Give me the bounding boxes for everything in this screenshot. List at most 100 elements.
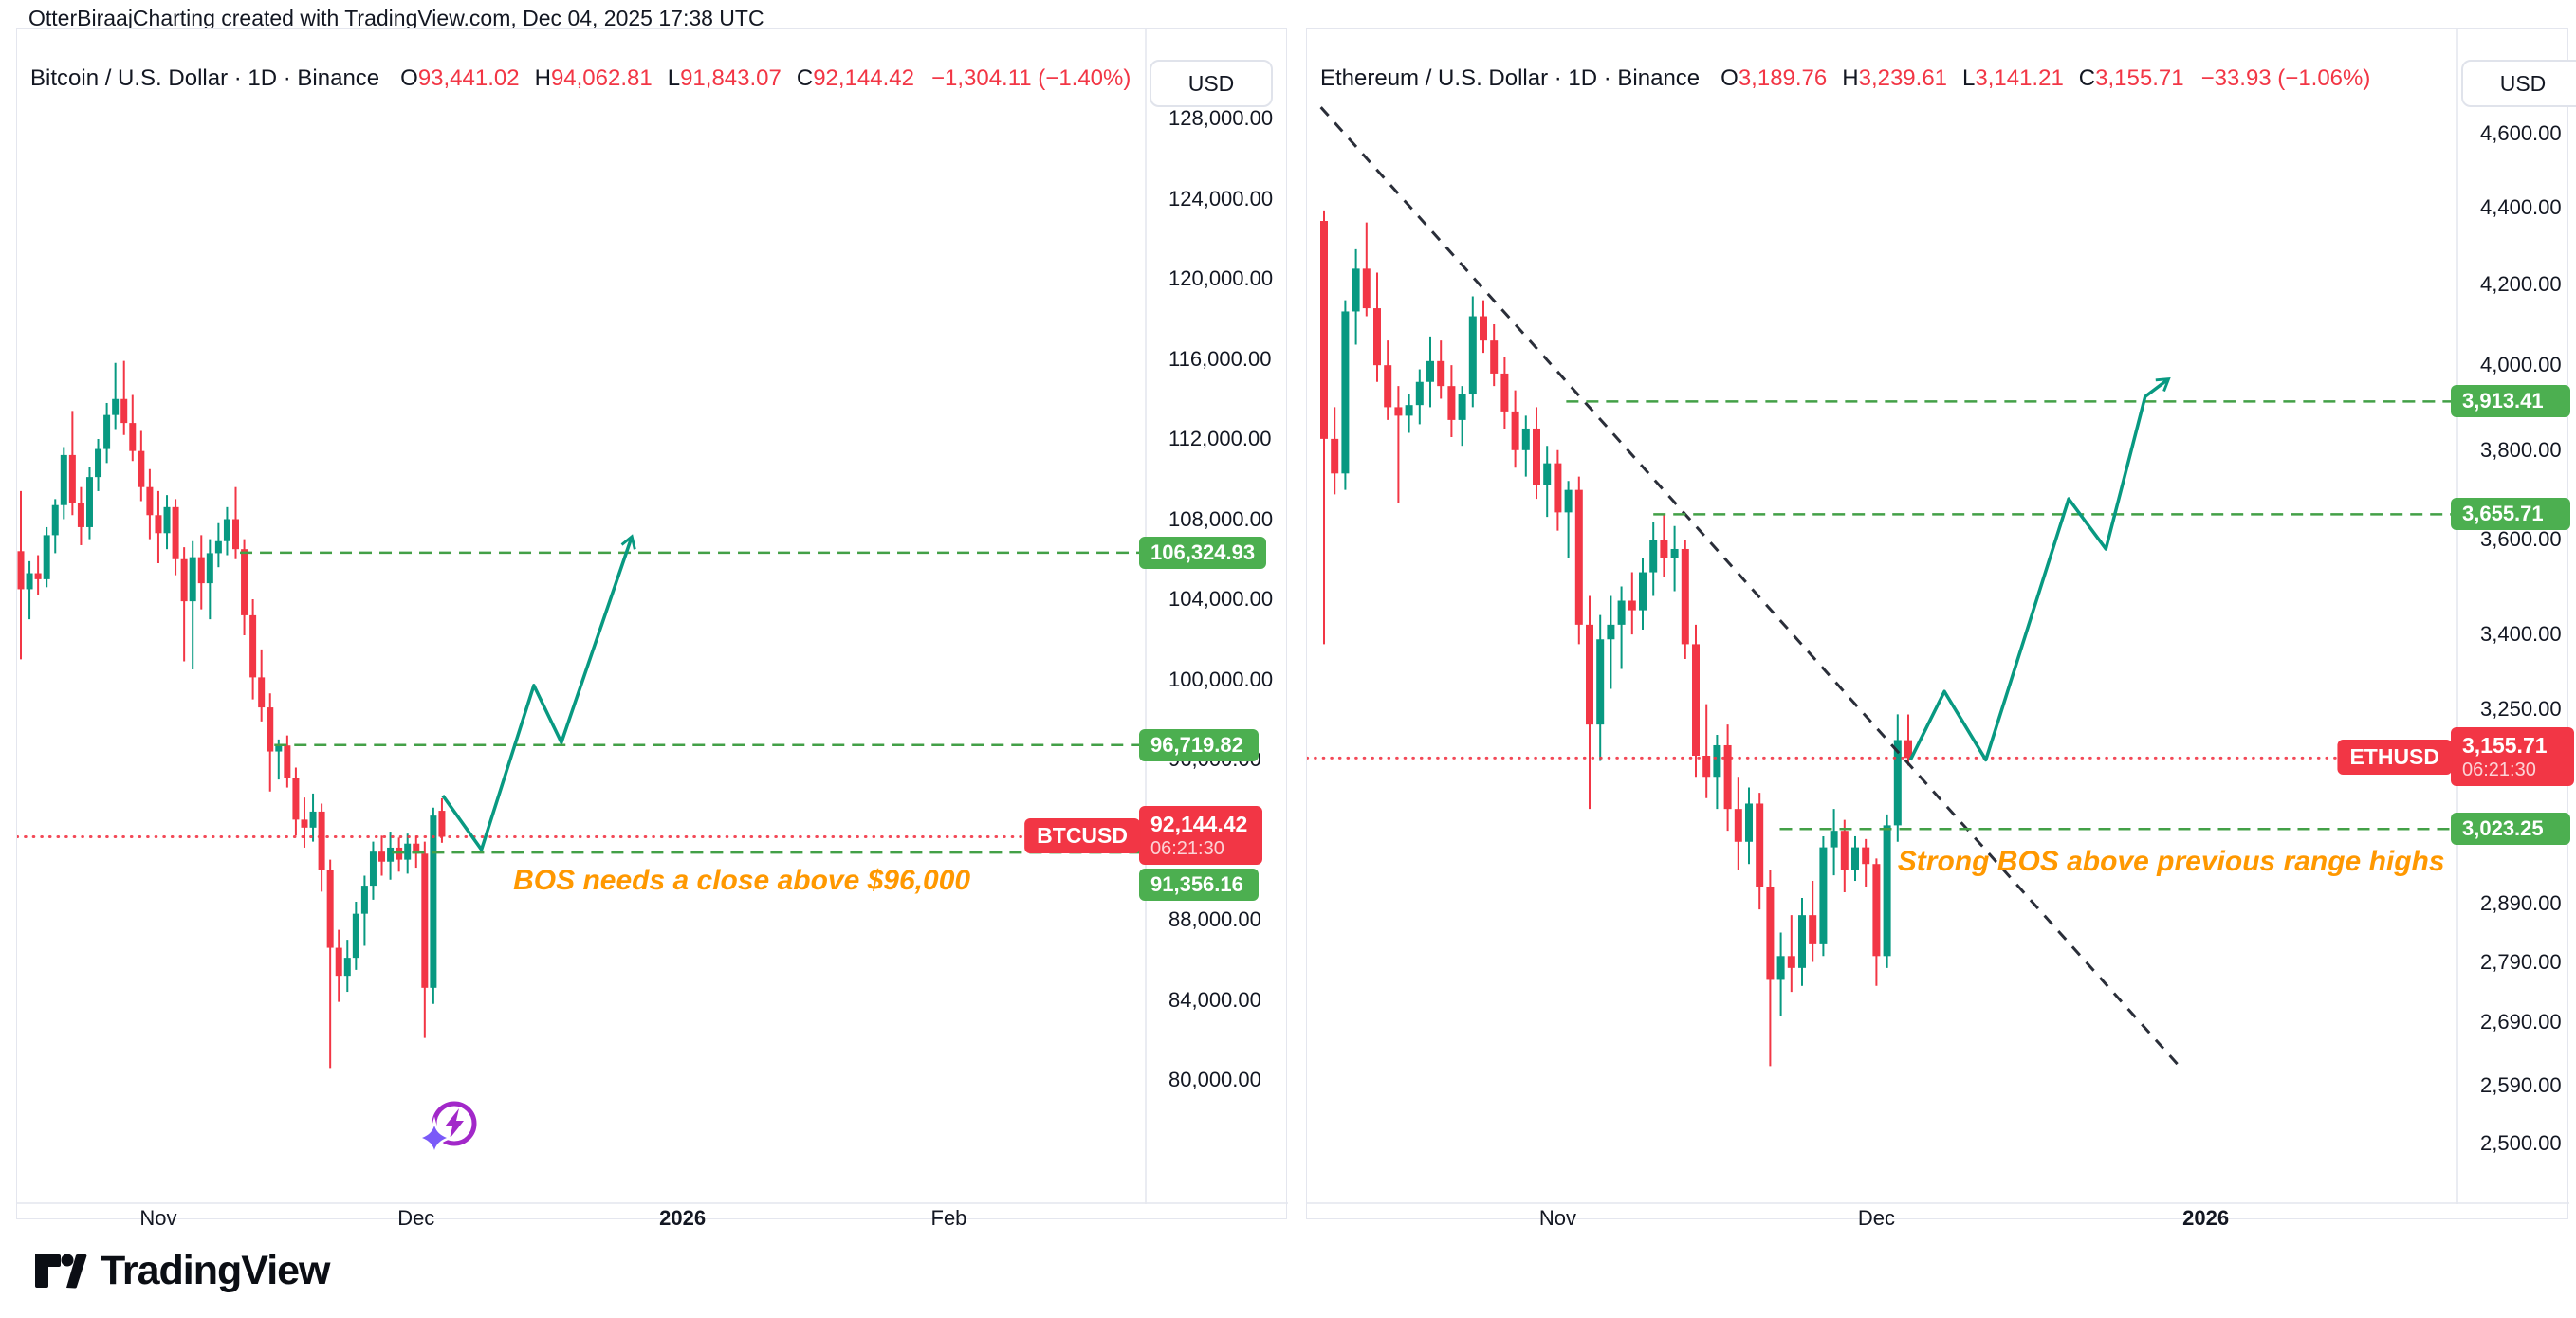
candle-body xyxy=(146,486,154,516)
candle-body xyxy=(1787,956,1795,968)
time-axis-label: 2026 xyxy=(2182,1206,2230,1230)
time-axis-label: Nov xyxy=(1538,1206,1576,1230)
ohlc-low-value: 3,141.21 xyxy=(1975,65,2064,91)
price-tick-label: 2,890.00 xyxy=(2480,891,2562,916)
candle-body xyxy=(249,614,257,678)
ohlc-low-value: 91,843.07 xyxy=(680,65,782,91)
candle-body xyxy=(1840,831,1849,870)
projected-path-drawing[interactable] xyxy=(441,534,636,851)
candle-body xyxy=(1596,639,1605,725)
candle-body xyxy=(103,414,111,449)
candle-body xyxy=(223,519,230,541)
candle-body xyxy=(1415,381,1424,406)
candle-body xyxy=(387,847,395,862)
symbol-price-flag: ETHUSD xyxy=(2337,740,2452,776)
price-tick-label: 84,000.00 xyxy=(1168,987,1261,1012)
candle-body xyxy=(1362,268,1371,309)
candle-body xyxy=(1320,221,1328,439)
candle-body xyxy=(34,573,42,579)
candle-body xyxy=(1776,956,1785,980)
candle-body xyxy=(1628,600,1636,611)
candle-body xyxy=(1490,340,1499,374)
spark-boost-icon[interactable] xyxy=(414,1094,483,1159)
candle-body xyxy=(1384,365,1392,408)
price-tick-label: 3,600.00 xyxy=(2480,527,2562,552)
candle-body xyxy=(1830,831,1838,848)
candle-body xyxy=(172,506,179,559)
candle-body xyxy=(26,573,33,590)
candle-body xyxy=(275,745,283,752)
candle-body xyxy=(1872,864,1881,957)
candle-body xyxy=(1426,360,1434,382)
candle-body xyxy=(1639,572,1647,611)
price-tick-label: 3,250.00 xyxy=(2480,696,2562,721)
candle-body xyxy=(421,853,429,988)
candle-body xyxy=(335,947,342,977)
projected-path-drawing[interactable] xyxy=(1908,377,2171,762)
last-price-label: 92,144.42 06:21:30 xyxy=(1139,806,1262,866)
price-tick-label: 3,400.00 xyxy=(2480,622,2562,647)
candle-body xyxy=(17,551,25,590)
candle-body xyxy=(1341,311,1350,474)
ohlc-open-key: O xyxy=(400,65,418,91)
candle-body xyxy=(258,677,266,708)
eth-plot-canvas[interactable] xyxy=(1307,29,2569,1204)
time-axis-label: Dec xyxy=(397,1206,435,1230)
last-price-label: 3,155.71 06:21:30 xyxy=(2451,727,2574,787)
price-tick-label: 2,590.00 xyxy=(2480,1072,2562,1097)
candle-body xyxy=(1373,308,1381,366)
candle-body xyxy=(1862,847,1870,865)
ohlc-open-value: 93,441.02 xyxy=(417,65,520,91)
price-tick-label: 100,000.00 xyxy=(1168,667,1274,691)
bar-countdown: 06:21:30 xyxy=(2462,760,2536,781)
candle-body xyxy=(1692,644,1700,756)
annotation-text[interactable]: BOS needs a close above $96,000 xyxy=(513,864,971,896)
candle-body xyxy=(43,535,50,579)
symbol-header: Bitcoin / U.S. Dollar · 1D · Binance O93,… xyxy=(30,65,1131,92)
symbol-title[interactable]: Ethereum / U.S. Dollar · 1D · Binance xyxy=(1320,65,1701,91)
price-tick-label: 4,400.00 xyxy=(2480,194,2562,219)
tradingview-logo[interactable]: TradingView xyxy=(34,1248,330,1294)
tradingview-logo-icon xyxy=(35,1254,87,1289)
candle-body xyxy=(326,870,334,948)
btc-plot-canvas[interactable] xyxy=(17,29,1288,1204)
descending-trendline[interactable] xyxy=(1319,106,2180,1067)
chart-card-eth[interactable]: Ethereum / U.S. Dollar · 1D · Binance O 3,… xyxy=(1306,28,2576,1230)
candle-body xyxy=(1447,386,1456,420)
candle-body xyxy=(129,423,137,451)
candle-body xyxy=(1723,744,1732,810)
price-tick-label: 124,000.00 xyxy=(1168,186,1274,211)
candle-body xyxy=(1713,744,1721,778)
candle-body xyxy=(232,519,239,550)
symbol-title[interactable]: Bitcoin / U.S. Dollar · 1D · Binance xyxy=(30,65,380,91)
currency-toggle-button[interactable]: USD xyxy=(1150,60,1273,107)
ohlc-high-key: H xyxy=(1842,65,1859,91)
candle-body xyxy=(413,843,420,854)
level-price-label: 91,356.16 xyxy=(1139,869,1259,902)
candle-body xyxy=(1437,360,1445,387)
candle-body xyxy=(1405,405,1413,416)
bar-countdown: 06:21:30 xyxy=(1150,838,1224,860)
annotation-text[interactable]: Strong BOS above previous range highs xyxy=(1897,846,2445,878)
price-tick-label: 4,200.00 xyxy=(2480,271,2562,296)
price-tick-label: 4,600.00 xyxy=(2480,121,2562,145)
candle-body xyxy=(1649,540,1658,573)
candle-body xyxy=(1670,548,1679,558)
candle-body xyxy=(301,819,308,828)
ohlc-open-key: O xyxy=(1720,65,1739,91)
candle-body xyxy=(95,448,102,478)
candle-body xyxy=(1819,847,1828,944)
candle-body xyxy=(309,811,317,828)
ohlc-close-key: C xyxy=(796,65,814,91)
candle-body xyxy=(1543,463,1552,485)
attribution-text: OtterBiraajCharting created with Trading… xyxy=(28,6,764,30)
chart-card-btc[interactable]: Bitcoin / U.S. Dollar · 1D · Binance O93,… xyxy=(16,28,1288,1230)
ohlc-high-value: 3,239.61 xyxy=(1858,65,1948,91)
level-price-label: 3,913.41 xyxy=(2451,385,2570,418)
candle-body xyxy=(1702,755,1711,778)
currency-toggle-button[interactable]: USD xyxy=(2461,60,2576,107)
candle-body xyxy=(138,450,145,487)
ohlc-close-key: C xyxy=(2078,65,2096,91)
price-tick-label: 2,790.00 xyxy=(2480,949,2562,974)
candle-body xyxy=(430,815,437,988)
